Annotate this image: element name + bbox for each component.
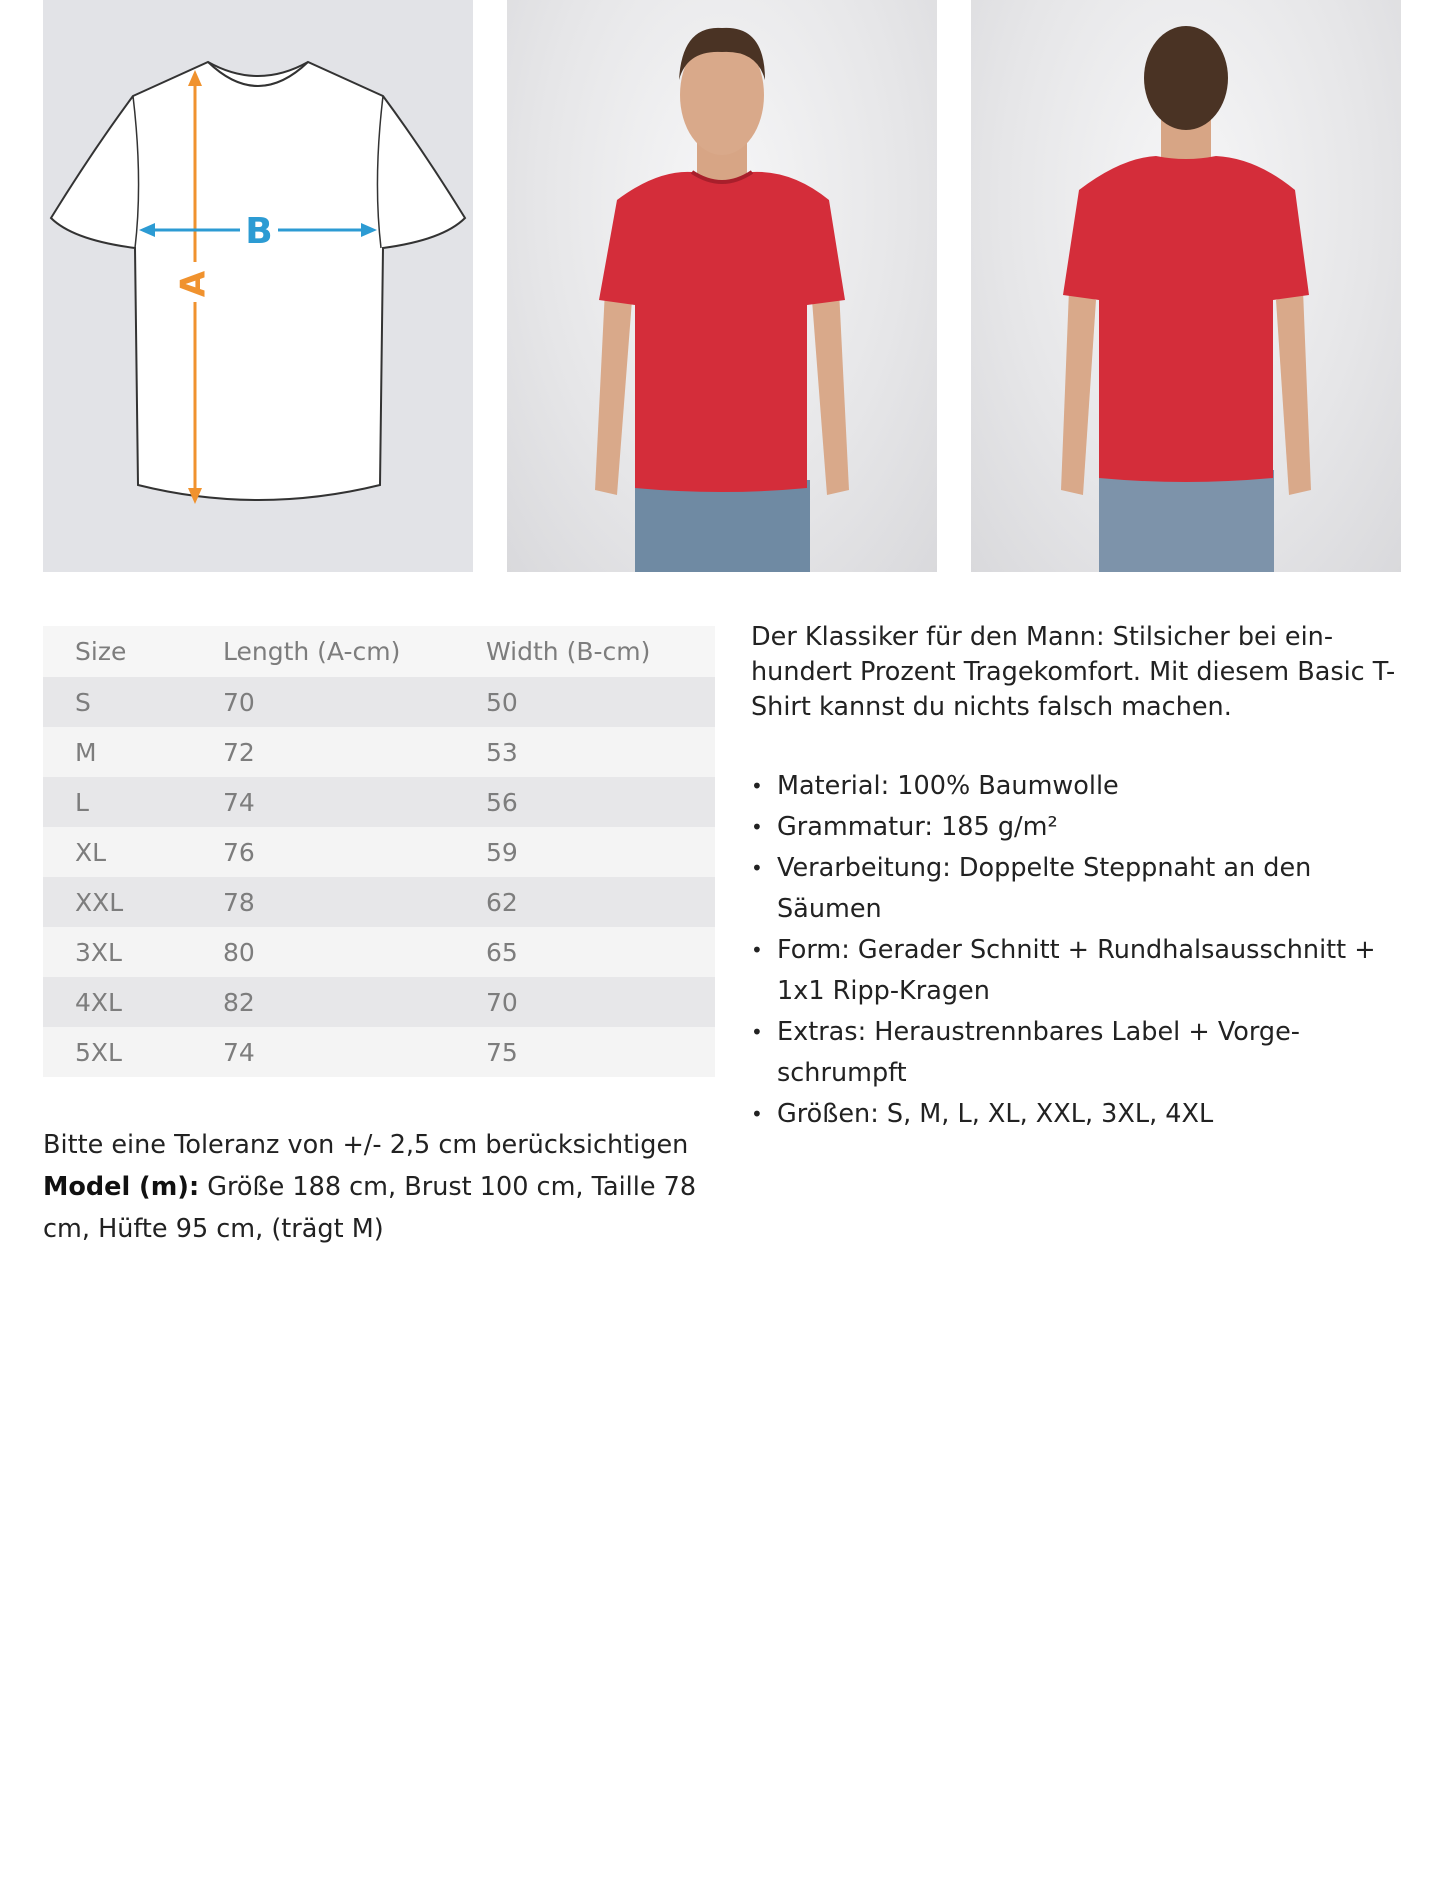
list-item-text: Extras: Heraustrennbares Label + Vorge-s… (777, 1017, 1301, 1088)
size-cell: M (43, 727, 223, 777)
table-header-row: Size Length (A-cm) Width (B-cm) (43, 626, 715, 677)
table-row: 5XL 74 75 (43, 1027, 715, 1077)
size-notes: Bitte eine Toleranz von +/- 2,5 cm berüc… (43, 1124, 733, 1250)
size-cell: S (43, 677, 223, 727)
model-note: Model (m): Größe 188 cm, Brust 100 cm, T… (43, 1166, 733, 1250)
length-cell: 82 (223, 977, 486, 1027)
list-item-text: Verarbeitung: Doppelte Steppnaht an den … (777, 853, 1312, 924)
header-size: Size (43, 626, 223, 677)
model-front-photo (507, 0, 937, 572)
list-item: • Verarbeitung: Doppelte Steppnaht an den… (751, 848, 1411, 930)
list-item-text: Grammatur: 185 g/m² (777, 812, 1058, 842)
model-back-image (1061, 26, 1311, 572)
width-cell: 50 (486, 677, 715, 727)
size-cell: 4XL (43, 977, 223, 1027)
bullet-icon: • (751, 1020, 763, 1044)
bullet-icon: • (751, 815, 763, 839)
list-item-text: Größen: S, M, L, XL, XXL, 3XL, 4XL (777, 1099, 1214, 1129)
length-cell: 70 (223, 677, 486, 727)
size-cell: XL (43, 827, 223, 877)
header-length: Length (A-cm) (223, 626, 486, 677)
list-item-text: Material: 100% Baumwolle (777, 771, 1119, 801)
length-cell: 76 (223, 827, 486, 877)
width-cell: 65 (486, 927, 715, 977)
header-width: Width (B-cm) (486, 626, 715, 677)
table-row: M 72 53 (43, 727, 715, 777)
list-item: • Extras: Heraustrennbares Label + Vorge-… (751, 1012, 1411, 1094)
bullet-icon: • (751, 938, 763, 962)
bullet-icon: • (751, 856, 763, 880)
size-diagram: A B (43, 0, 473, 572)
bullet-icon: • (751, 1102, 763, 1126)
size-cell: XXL (43, 877, 223, 927)
length-cell: 74 (223, 1027, 486, 1077)
width-cell: 53 (486, 727, 715, 777)
width-cell: 75 (486, 1027, 715, 1077)
model-label: Model (m): (43, 1172, 200, 1202)
product-description: Der Klassiker für den Mann: Stilsicher b… (751, 622, 1396, 722)
table-row: 4XL 82 70 (43, 977, 715, 1027)
size-cell: 3XL (43, 927, 223, 977)
width-cell: 59 (486, 827, 715, 877)
width-cell: 62 (486, 877, 715, 927)
width-cell: 56 (486, 777, 715, 827)
length-cell: 72 (223, 727, 486, 777)
length-cell: 74 (223, 777, 486, 827)
table-row: S 70 50 (43, 677, 715, 727)
feature-list: • Material: 100% Baumwolle • Grammatur: 18… (751, 766, 1411, 1135)
width-label: B (245, 211, 272, 252)
list-item: • Material: 100% Baumwolle (751, 766, 1411, 807)
list-item: • Grammatur: 185 g/m² (751, 807, 1411, 848)
tolerance-note: Bitte eine Toleranz von +/- 2,5 cm berüc… (43, 1130, 689, 1160)
list-item: • Form: Gerader Schnitt + Rundhalsausschn… (751, 930, 1411, 1012)
list-item: • Größen: S, M, L, XL, XXL, 3XL, 4XL (751, 1094, 1411, 1135)
list-item-text: Form: Gerader Schnitt + Rundhalsausschni… (777, 935, 1376, 1006)
model-front-image (595, 27, 849, 572)
table-row: XXL 78 62 (43, 877, 715, 927)
tshirt-diagram-icon: A B (49, 60, 467, 504)
model-text: Größe 188 cm, Brust 100 cm, Taille 78 cm… (43, 1172, 697, 1244)
model-back-photo (971, 0, 1401, 572)
bullet-icon: • (751, 774, 763, 798)
table-row: 3XL 80 65 (43, 927, 715, 977)
size-cell: 5XL (43, 1027, 223, 1077)
table-row: XL 76 59 (43, 827, 715, 877)
size-cell: L (43, 777, 223, 827)
table-row: L 74 56 (43, 777, 715, 827)
length-cell: 78 (223, 877, 486, 927)
width-cell: 70 (486, 977, 715, 1027)
length-cell: 80 (223, 927, 486, 977)
length-label: A (174, 270, 214, 297)
